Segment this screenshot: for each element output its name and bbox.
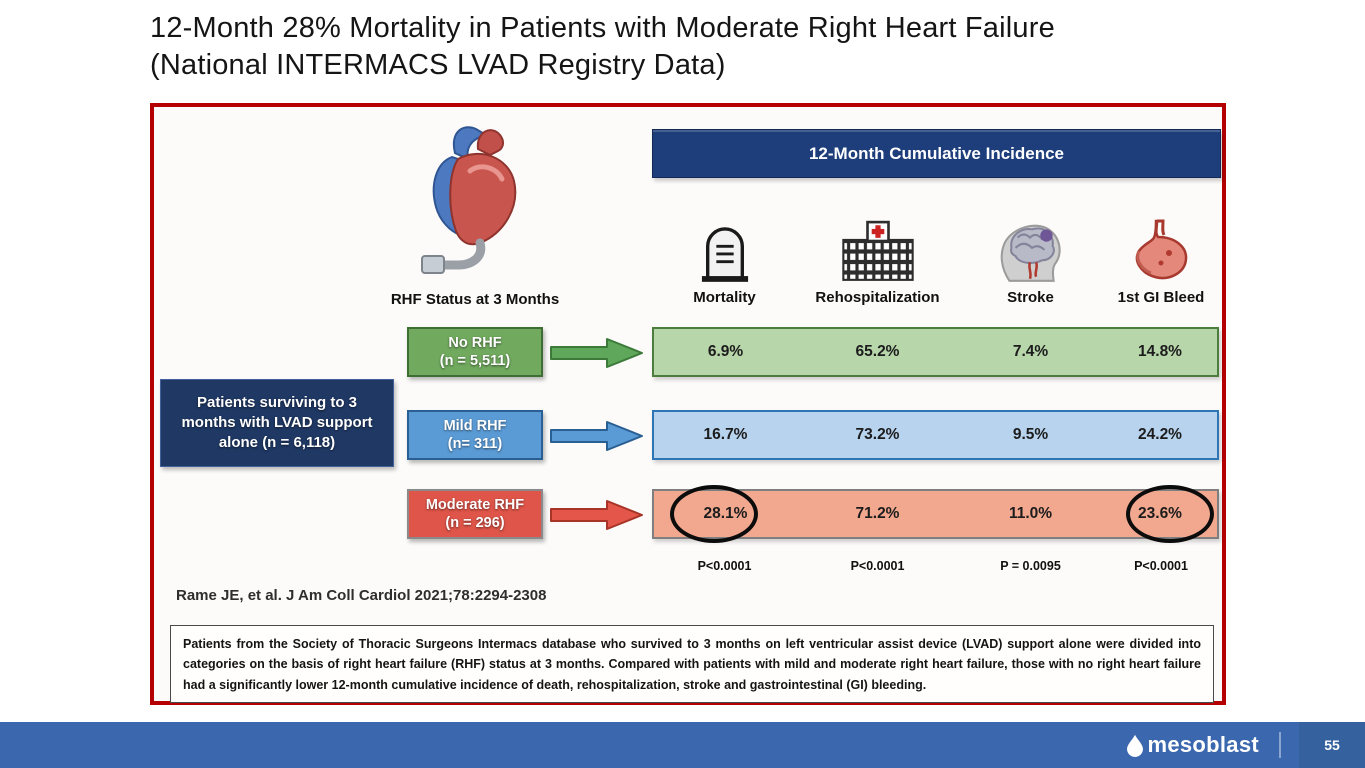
outcome-icons-row: [652, 201, 1219, 285]
value-no-rhf-stroke: 7.4%: [1012, 343, 1049, 360]
value-moderate-rhf-rehospitalization: 71.2%: [855, 505, 900, 522]
column-header-rehospitalization: Rehospitalization: [815, 289, 940, 306]
heart-lvad-icon: [421, 126, 517, 274]
population-box: Patients surviving to 3 months with LVAD…: [160, 379, 394, 467]
column-header-gi-bleed: 1st GI Bleed: [1117, 289, 1205, 306]
row-label-text: Mild RHF: [443, 417, 507, 434]
rhf-status-header: RHF Status at 3 Months: [390, 291, 560, 308]
droplet-icon: [1127, 734, 1144, 757]
heart-lvad-illustration: [400, 115, 550, 277]
row-label-mild-rhf: Mild RHF (n= 311): [407, 410, 543, 460]
brand-name: mesoblast: [1147, 732, 1259, 757]
value-mild-rhf-stroke: 9.5%: [1012, 426, 1049, 443]
footer-bar: mesoblast 55: [0, 722, 1365, 768]
p-value-mortality: P<0.0001: [697, 559, 752, 573]
arrow-right-icon-green: [549, 336, 644, 370]
column-header-mortality: Mortality: [693, 289, 756, 306]
value-mild-rhf-mortality: 16.7%: [703, 426, 748, 443]
caption-box: Patients from the Society of Thoracic Su…: [170, 625, 1214, 703]
highlight-circle-mortality: [670, 485, 758, 543]
p-value-rehospitalization: P<0.0001: [850, 559, 905, 573]
stomach-icon: [1103, 219, 1219, 285]
data-bar-mild-rhf: 16.7% 73.2% 9.5% 24.2%: [652, 410, 1219, 460]
brain-head-icon: [958, 221, 1103, 285]
row-label-n: (n = 296): [445, 515, 505, 531]
slide-title-line1: 12-Month 28% Mortality in Patients with …: [150, 12, 1055, 44]
figure-frame: 12-Month Cumulative Incidence: [150, 103, 1226, 705]
hospital-icon: [797, 220, 958, 285]
tombstone-icon: [652, 223, 797, 285]
p-value-gi-bleed: P<0.0001: [1134, 559, 1188, 573]
value-no-rhf-rehospitalization: 65.2%: [855, 343, 900, 360]
value-mild-rhf-rehospitalization: 73.2%: [855, 426, 900, 443]
row-label-moderate-rhf: Moderate RHF (n = 296): [407, 489, 543, 539]
value-mild-rhf-gi-bleed: 24.2%: [1138, 426, 1182, 443]
value-moderate-rhf-stroke: 11.0%: [1008, 505, 1053, 522]
row-label-n: (n = 5,511): [439, 353, 511, 369]
footer-divider: [1279, 732, 1281, 758]
value-no-rhf-mortality: 6.9%: [707, 343, 744, 360]
row-label-text: Moderate RHF: [425, 496, 525, 513]
page-number: 55: [1299, 722, 1365, 768]
column-header-stroke: Stroke: [1007, 289, 1054, 306]
row-label-no-rhf: No RHF (n = 5,511): [407, 327, 543, 377]
data-bar-no-rhf: 6.9% 65.2% 7.4% 14.8%: [652, 327, 1219, 377]
row-label-n: (n= 311): [447, 436, 503, 452]
arrow-right-icon-blue: [549, 419, 644, 453]
banner-cumulative-incidence: 12-Month Cumulative Incidence: [652, 129, 1221, 178]
slide-title-line2: (National INTERMACS LVAD Registry Data): [150, 49, 726, 82]
p-values-row: P<0.0001 P<0.0001 P = 0.0095 P<0.0001: [652, 559, 1219, 577]
highlight-circle-gi-bleed: [1126, 485, 1214, 543]
column-headers: Mortality Rehospitalization Stroke 1st G…: [652, 289, 1219, 311]
row-label-text: No RHF: [448, 334, 502, 351]
arrow-right-icon-red: [549, 498, 644, 532]
p-value-stroke: P = 0.0095: [1000, 559, 1061, 573]
brand-logo: mesoblast: [1126, 732, 1259, 758]
value-no-rhf-gi-bleed: 14.8%: [1138, 343, 1182, 360]
citation: Rame JE, et al. J Am Coll Cardiol 2021;7…: [176, 587, 547, 604]
slide-title: 12-Month 28% Mortality in Patients with …: [150, 10, 1270, 84]
